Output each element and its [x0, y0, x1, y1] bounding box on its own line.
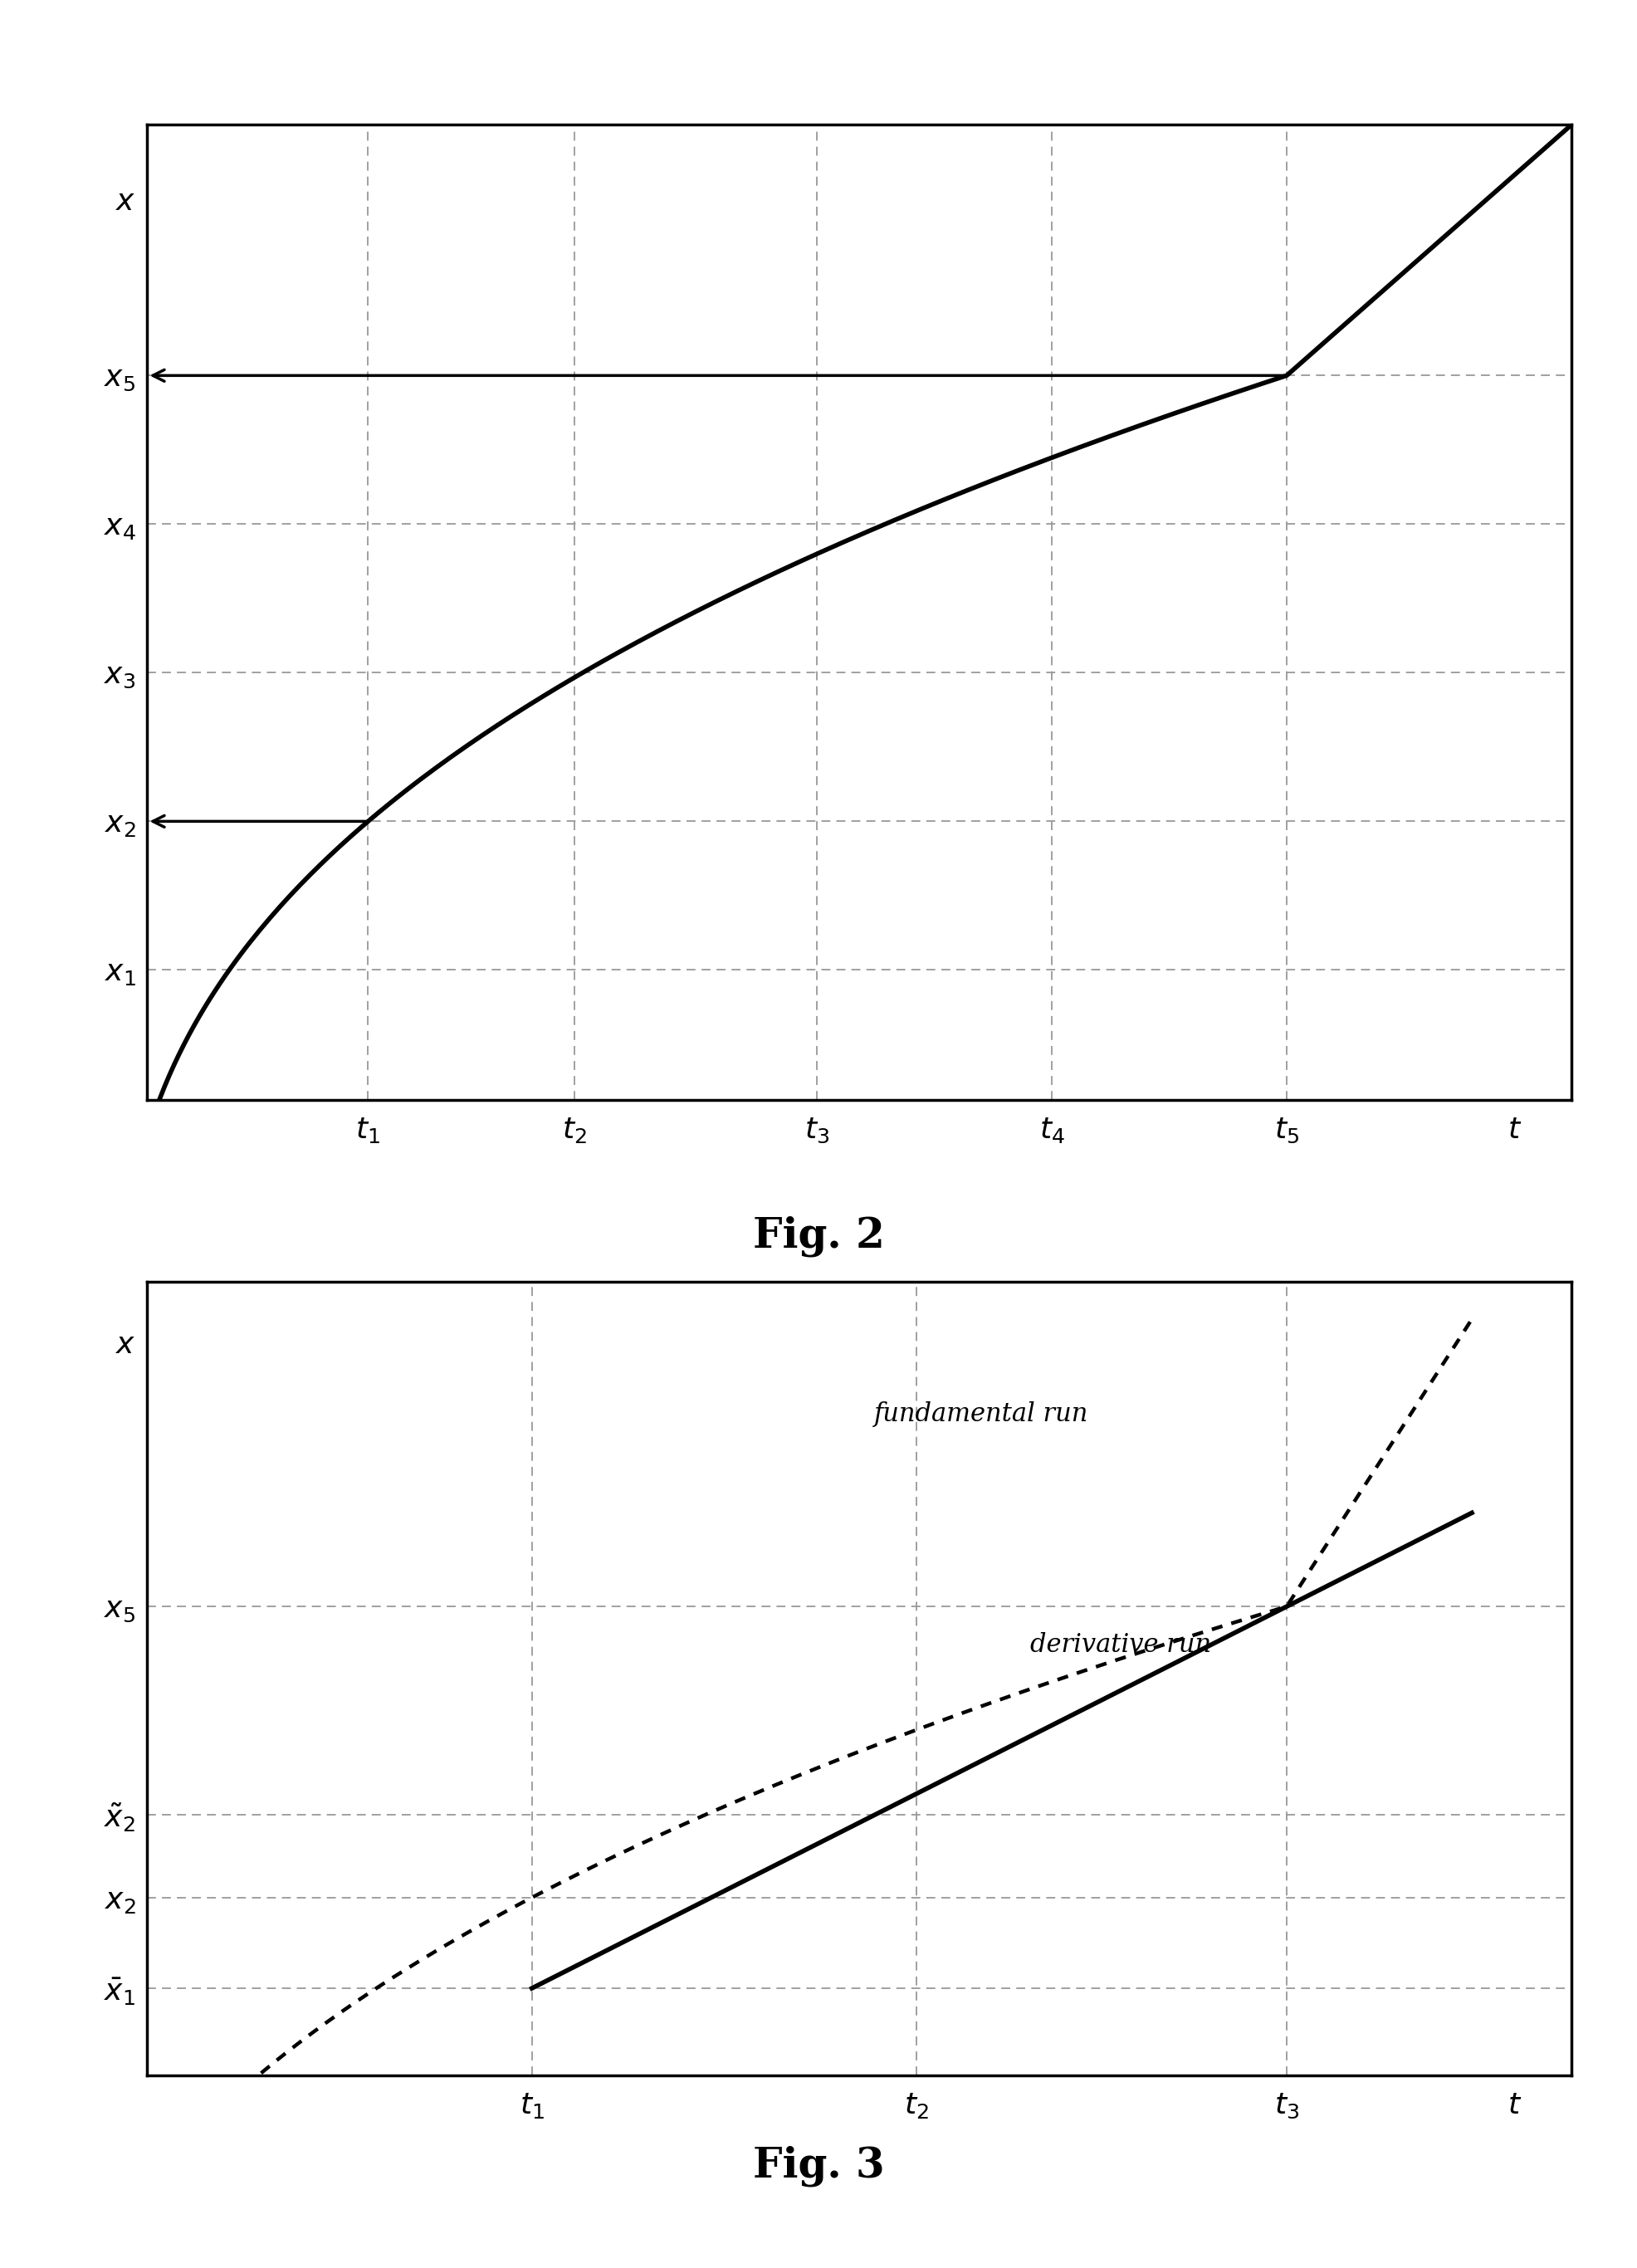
Text: fundamental run: fundamental run: [874, 1402, 1089, 1427]
Text: Fig. 3: Fig. 3: [753, 2146, 884, 2186]
Text: Fig. 2: Fig. 2: [753, 1216, 884, 1256]
Text: derivative run: derivative run: [1030, 1633, 1211, 1658]
